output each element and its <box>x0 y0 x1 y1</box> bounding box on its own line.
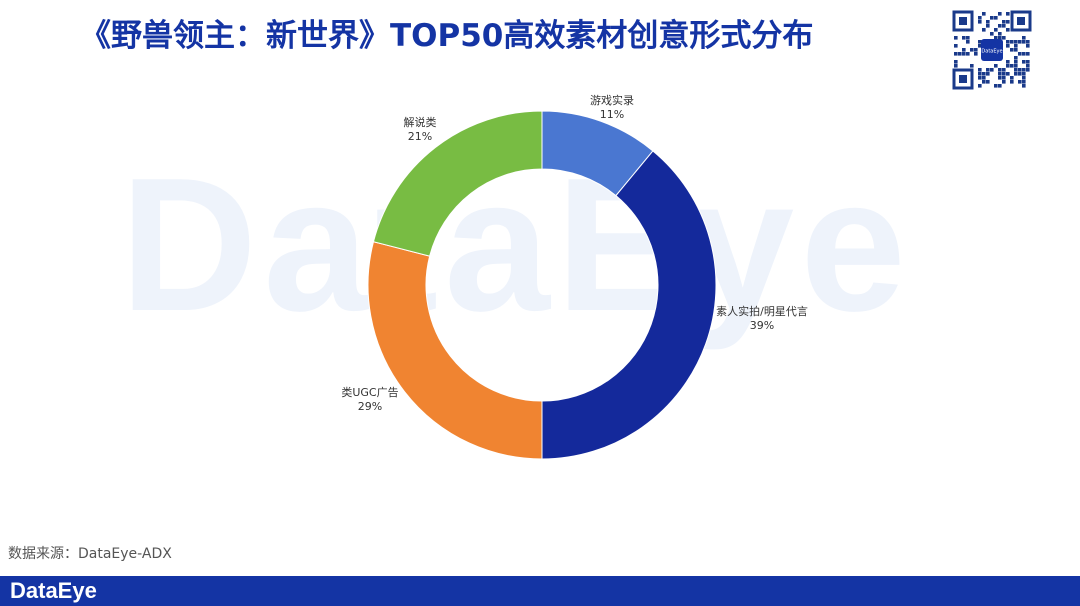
slice-value-label-4: 21% <box>408 130 432 143</box>
donut-slice-4 <box>372 110 543 257</box>
watermark: DataEye <box>120 139 912 351</box>
slice-value-label-1: 11% <box>600 108 624 121</box>
slice-category-label-4: 解说类 <box>404 115 437 129</box>
slice-category-label-1: 游戏实录 <box>590 93 634 107</box>
qr-center-text: DataEye <box>981 49 1002 55</box>
qr-code: DataEye <box>952 10 1032 90</box>
footer-bar: DataEye <box>0 576 1080 606</box>
footer-logo: DataEye <box>10 578 97 603</box>
slice-category-label-2: 素人实拍/明星代言 <box>716 304 808 318</box>
data-source: 数据来源：DataEye-ADX <box>8 546 172 562</box>
slice-value-label-3: 29% <box>358 400 382 413</box>
donut-slice-3 <box>367 241 543 460</box>
donut-slice-2 <box>541 150 717 460</box>
slice-value-label-2: 39% <box>750 319 774 332</box>
page-title: 《野兽领主：新世界》TOP50高效素材创意形式分布 <box>80 18 814 54</box>
slice-category-label-3: 类UGC广告 <box>341 385 398 399</box>
